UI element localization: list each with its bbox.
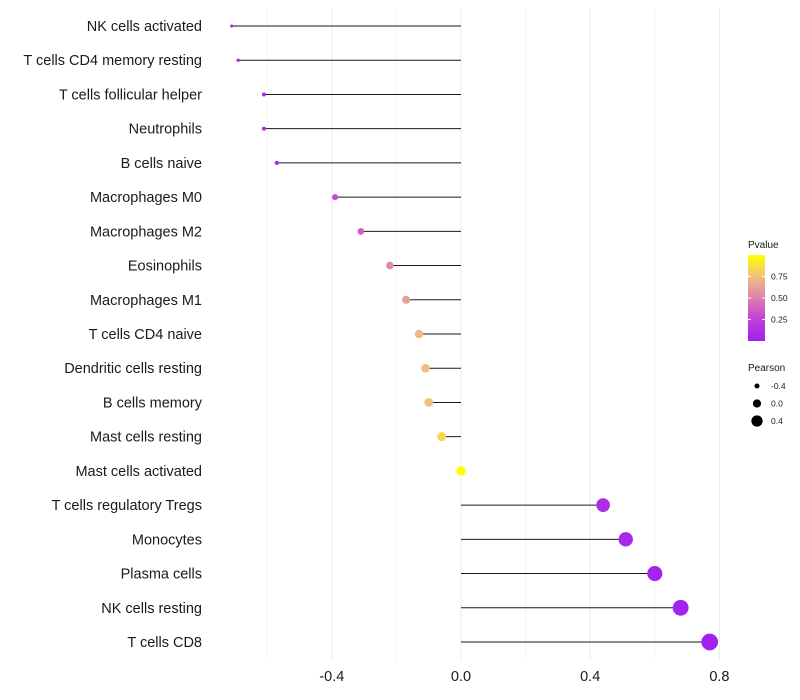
- y-tick-labels: NK cells activated T cells CD4 memory res…: [23, 19, 202, 651]
- lollipop-point: [701, 633, 719, 651]
- y-tick-label: NK cells activated: [87, 19, 202, 35]
- y-tick-label: Plasma cells: [121, 567, 202, 583]
- x-tick-label: 0.4: [580, 669, 600, 685]
- y-tick-label: Mast cells activated: [75, 464, 202, 480]
- y-tick-label: T cells CD8: [127, 635, 202, 651]
- x-tick-label: 0.0: [451, 669, 471, 685]
- pvalue-colorbar: [748, 255, 765, 341]
- y-tick-label: NK cells resting: [101, 601, 202, 617]
- lollipop-point: [456, 466, 466, 476]
- y-tick-label: Macrophages M2: [90, 224, 202, 240]
- y-tick-label: T cells CD4 memory resting: [23, 53, 202, 69]
- y-tick-label: T cells CD4 naive: [89, 327, 202, 343]
- lollipop-point: [230, 24, 234, 28]
- lollipop-points: [230, 24, 719, 651]
- y-tick-label: Neutrophils: [129, 122, 202, 138]
- size-legend-point: [751, 415, 763, 427]
- x-tick-label: 0.8: [709, 669, 729, 685]
- y-tick-label: B cells memory: [103, 395, 203, 411]
- lollipop-point: [424, 398, 434, 407]
- size-legend-point: [752, 399, 762, 408]
- size-legend-label: 0.4: [771, 416, 783, 426]
- size-legend-label: -0.4: [771, 381, 786, 391]
- lollipop-point: [421, 363, 430, 373]
- lollipop-stems: [231, 25, 710, 643]
- pvalue-legend: Pvalue 0.25 0.50 0.75: [748, 240, 788, 341]
- lollipop-point: [672, 599, 689, 616]
- lollipop-point: [437, 432, 447, 442]
- y-tick-label: T cells follicular helper: [59, 87, 202, 103]
- lollipop-point: [414, 329, 424, 339]
- lollipop-point: [357, 227, 365, 235]
- y-tick-label: Mast cells resting: [90, 430, 202, 446]
- lollipop-point: [332, 194, 339, 201]
- pearson-legend-title: Pearson: [748, 363, 785, 374]
- y-tick-label: T cells regulatory Tregs: [52, 498, 202, 514]
- lollipop-point: [261, 92, 266, 97]
- size-legend-point: [754, 383, 760, 389]
- pearson-legend: Pearson -0.4 0.0 0.4: [748, 363, 786, 427]
- lollipop-point: [236, 58, 240, 62]
- y-tick-label: B cells naive: [121, 156, 202, 172]
- x-tick-labels: -0.4 0.0 0.4 0.8: [319, 669, 729, 685]
- colorbar-label: 0.50: [771, 293, 788, 303]
- y-tick-label: Monocytes: [132, 532, 202, 548]
- grid-lines: [266, 8, 720, 660]
- colorbar-label: 0.25: [771, 315, 788, 325]
- lollipop-point: [274, 160, 280, 166]
- colorbar-label: 0.75: [771, 272, 788, 282]
- pvalue-legend-title: Pvalue: [748, 240, 779, 251]
- size-legend-label: 0.0: [771, 399, 783, 409]
- lollipop-point: [596, 498, 610, 512]
- lollipop-point: [402, 295, 411, 304]
- y-tick-label: Eosinophils: [128, 259, 202, 275]
- lollipop-point: [647, 565, 663, 582]
- lollipop-point: [386, 261, 394, 270]
- y-tick-label: Macrophages M1: [90, 293, 202, 309]
- y-tick-label: Dendritic cells resting: [64, 361, 202, 377]
- lollipop-point: [618, 532, 633, 547]
- y-tick-label: Macrophages M0: [90, 190, 202, 206]
- x-tick-label: -0.4: [319, 669, 344, 685]
- lollipop-point: [261, 126, 266, 131]
